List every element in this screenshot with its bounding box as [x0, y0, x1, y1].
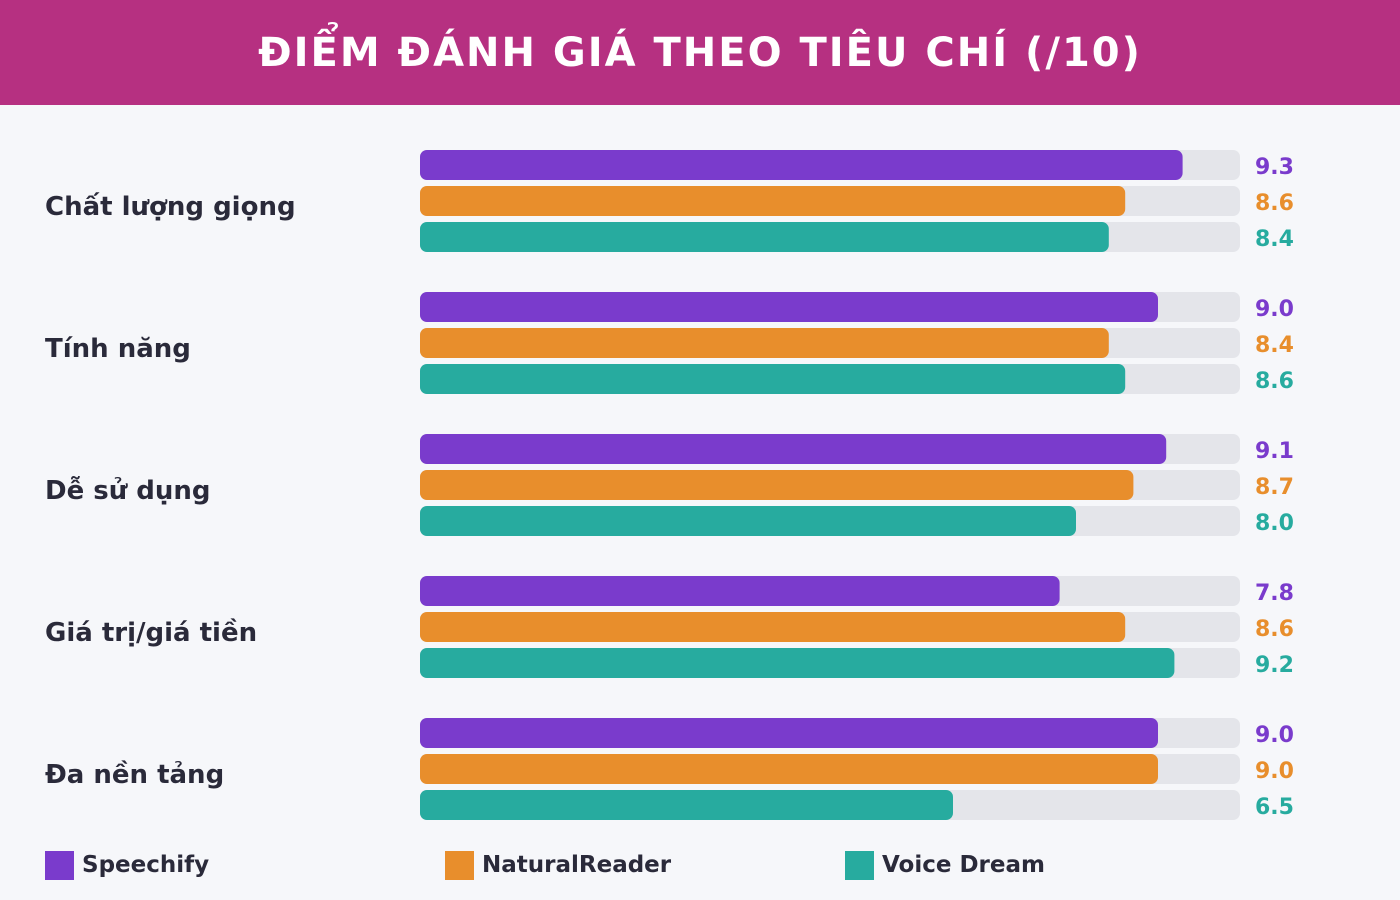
legend-swatch-speechify: [45, 850, 74, 880]
bar-naturalreader: [420, 186, 1126, 216]
value-label-speechify: 9.1: [1255, 439, 1294, 464]
legend-swatch-naturalreader: [445, 850, 474, 880]
value-label-speechify: 7.8: [1255, 581, 1294, 606]
category-group-de-su-dung: Dễ sử dụng 9.1 8.7 8.0: [45, 434, 1294, 536]
bar-voice-dream: [420, 506, 1076, 536]
category-label: Đa nền tảng: [45, 759, 224, 790]
legend-label-speechify: Speechify: [82, 852, 210, 878]
chart-header: ĐIỂM ĐÁNH GIÁ THEO TIÊU CHÍ (/10): [0, 0, 1400, 105]
bar-voice-dream: [420, 364, 1126, 394]
bar-naturalreader: [420, 754, 1158, 784]
bar-speechify: [420, 718, 1158, 748]
value-label-voice-dream: 8.6: [1255, 369, 1294, 394]
bar-speechify: [420, 434, 1167, 464]
bar-voice-dream: [420, 222, 1109, 252]
bar-voice-dream: [420, 648, 1175, 678]
category-group-da-nen-tang: Đa nền tảng 9.0 9.0 6.5: [45, 718, 1294, 820]
value-label-speechify: 9.0: [1255, 723, 1294, 748]
bar-speechify: [420, 292, 1158, 322]
chart-title: ĐIỂM ĐÁNH GIÁ THEO TIÊU CHÍ (/10): [258, 29, 1142, 76]
value-label-speechify: 9.0: [1255, 297, 1294, 322]
value-label-naturalreader: 8.7: [1255, 475, 1294, 500]
legend-item-voice-dream: Voice Dream: [845, 850, 1045, 880]
legend-label-naturalreader: NaturalReader: [482, 852, 672, 878]
bar-naturalreader: [420, 328, 1109, 358]
bar-naturalreader: [420, 470, 1134, 500]
value-label-voice-dream: 8.0: [1255, 511, 1294, 536]
value-label-naturalreader: 8.6: [1255, 617, 1294, 642]
bar-voice-dream: [420, 790, 953, 820]
legend-item-naturalreader: NaturalReader: [445, 850, 671, 880]
category-group-gia-tri-gia-tien: Giá trị/giá tiền 7.8 8.6 9.2: [45, 576, 1294, 678]
value-label-naturalreader: 9.0: [1255, 759, 1294, 784]
category-group-tinh-nang: Tính năng 9.0 8.4 8.6: [45, 292, 1294, 394]
value-label-naturalreader: 8.6: [1255, 191, 1294, 216]
category-label: Chất lượng giọng: [45, 191, 296, 222]
category-group-chat-luong-giong: Chất lượng giọng 9.3 8.6 8.4: [45, 150, 1294, 252]
legend-item-speechify: Speechify: [45, 850, 209, 880]
legend-swatch-voice-dream: [845, 850, 874, 880]
value-label-speechify: 9.3: [1255, 155, 1294, 180]
category-label: Tính năng: [45, 334, 191, 364]
category-label: Dễ sử dụng: [45, 475, 211, 506]
legend-label-voice-dream: Voice Dream: [882, 852, 1045, 878]
bar-naturalreader: [420, 612, 1126, 642]
chart-legend: Speechify NaturalReader Voice Dream: [0, 850, 1400, 890]
bar-speechify: [420, 150, 1183, 180]
category-label: Giá trị/giá tiền: [45, 617, 257, 648]
value-label-voice-dream: 8.4: [1255, 227, 1294, 252]
value-label-voice-dream: 6.5: [1255, 795, 1294, 820]
bar-speechify: [420, 576, 1060, 606]
value-label-voice-dream: 9.2: [1255, 653, 1294, 678]
value-label-naturalreader: 8.4: [1255, 333, 1294, 358]
